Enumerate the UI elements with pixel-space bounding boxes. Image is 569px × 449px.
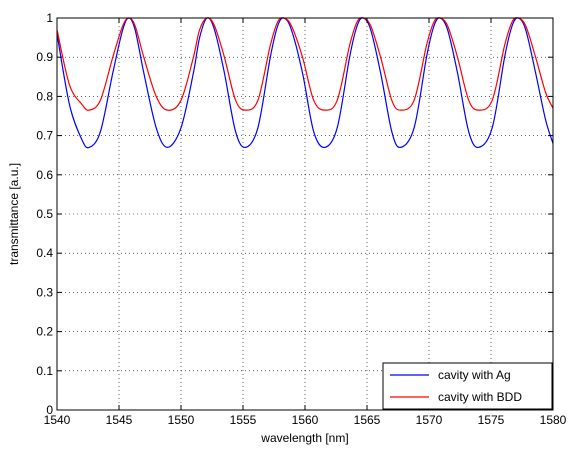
legend: cavity with Ag cavity with BDD xyxy=(382,362,553,410)
y-tick-label: 0.8 xyxy=(36,89,53,103)
y-tick-label: 0.6 xyxy=(36,168,53,182)
x-tick-label: 1555 xyxy=(230,413,257,427)
x-tick-label: 1540 xyxy=(44,413,71,427)
x-tick-label: 1565 xyxy=(354,413,381,427)
x-tick-label: 1580 xyxy=(540,413,567,427)
y-tick-label: 0.3 xyxy=(36,285,53,299)
x-tick-labels: 1540 1545 1550 1555 1560 1565 1570 1575 1580 xyxy=(44,413,567,427)
y-tick-label: 0.4 xyxy=(36,246,53,260)
y-tick-label: 0.1 xyxy=(36,364,53,378)
series-lines xyxy=(56,17,554,149)
series-line-ag xyxy=(56,17,554,149)
series-line-bdd xyxy=(56,17,554,111)
y-tick-label: 0 xyxy=(46,403,53,417)
legend-label-bdd: cavity with BDD xyxy=(438,390,522,404)
x-tick-label: 1550 xyxy=(168,413,195,427)
y-tick-labels: 0 0.1 0.2 0.3 0.4 0.5 0.6 0.7 0.8 0.9 1 xyxy=(36,11,53,417)
x-tick-label: 1560 xyxy=(292,413,319,427)
x-tick-label: 1570 xyxy=(416,413,443,427)
y-tick-label: 0.2 xyxy=(36,325,53,339)
y-tick-label: 1 xyxy=(46,11,53,25)
y-tick-label: 0.5 xyxy=(36,207,53,221)
legend-label-ag: cavity with Ag xyxy=(438,368,511,382)
x-axis-label: wavelength [nm] xyxy=(260,431,348,445)
x-tick-label: 1575 xyxy=(478,413,505,427)
y-tick-label: 0.7 xyxy=(36,129,53,143)
x-tick-label: 1545 xyxy=(106,413,133,427)
legend-box xyxy=(382,362,553,410)
y-tick-label: 0.9 xyxy=(36,50,53,64)
grid-lines xyxy=(57,18,553,410)
y-axis-label: transmittance [a.u.] xyxy=(7,163,21,265)
